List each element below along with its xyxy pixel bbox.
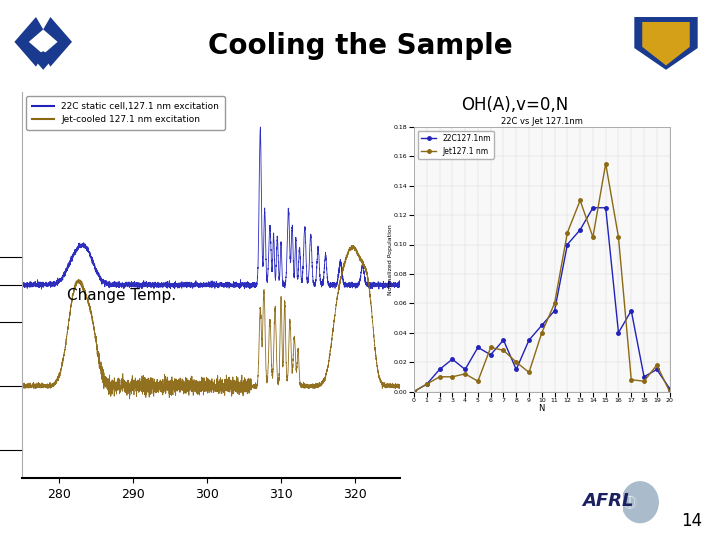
Text: Cooling the Sample: Cooling the Sample bbox=[207, 32, 513, 60]
Legend: 22C127.1nm, Jet127.1 nm: 22C127.1nm, Jet127.1 nm bbox=[418, 131, 494, 159]
Text: OH(A),v=0,N: OH(A),v=0,N bbox=[462, 96, 568, 114]
Text: Change Temp.: Change Temp. bbox=[67, 288, 176, 303]
Y-axis label: Normalized Population: Normalized Population bbox=[387, 224, 392, 295]
Text: 14: 14 bbox=[681, 512, 702, 530]
Polygon shape bbox=[32, 51, 54, 70]
X-axis label: N: N bbox=[539, 404, 545, 413]
Polygon shape bbox=[14, 17, 43, 66]
Polygon shape bbox=[634, 17, 698, 70]
Circle shape bbox=[622, 482, 658, 523]
Text: AFRL: AFRL bbox=[582, 492, 634, 510]
Polygon shape bbox=[43, 17, 72, 66]
Polygon shape bbox=[642, 22, 690, 65]
Title: 22C vs Jet 127.1nm: 22C vs Jet 127.1nm bbox=[501, 117, 582, 126]
Legend: 22C static cell,127.1 nm excitation, Jet-cooled 127.1 nm excitation: 22C static cell,127.1 nm excitation, Jet… bbox=[26, 96, 225, 130]
